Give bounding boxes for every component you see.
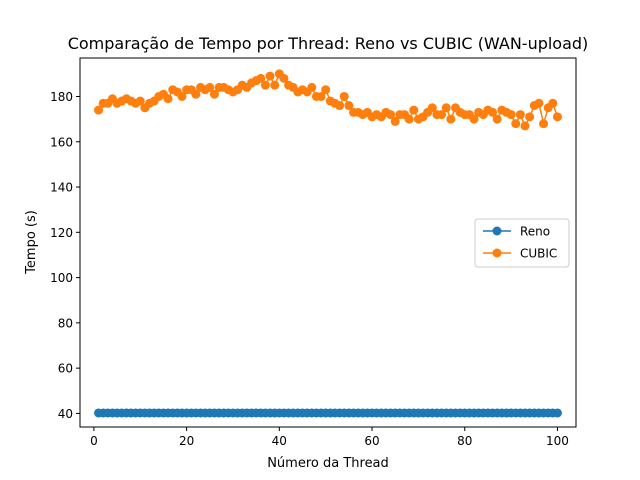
data-point-cubic: [307, 82, 317, 92]
x-axis: 0 20 40 60 80 100: [90, 427, 569, 448]
data-point-cubic: [191, 89, 201, 99]
data-point-cubic: [177, 91, 187, 101]
data-point-cubic: [256, 73, 266, 83]
data-point-cubic: [163, 94, 173, 104]
x-tick-label: 40: [272, 434, 287, 448]
data-point-cubic: [321, 85, 331, 95]
data-point-cubic: [525, 112, 535, 122]
legend: Reno CUBIC: [474, 218, 570, 268]
data-point-cubic: [539, 119, 549, 129]
y-axis: 40 60 80 100 120 140 160 180: [50, 90, 80, 421]
data-point-cubic: [552, 112, 562, 122]
data-point-cubic: [205, 82, 215, 92]
data-point-cubic: [409, 105, 419, 115]
legend-marker-cubic: [492, 248, 502, 258]
y-tick-label: 80: [58, 316, 73, 330]
data-point-cubic: [279, 73, 289, 83]
data-point-cubic: [548, 98, 558, 108]
data-point-cubic: [469, 114, 479, 124]
y-tick-label: 120: [50, 226, 73, 240]
data-point-cubic: [316, 91, 326, 101]
data-point-cubic: [404, 114, 414, 124]
data-point-cubic: [441, 103, 451, 113]
data-point-cubic: [506, 110, 516, 120]
y-tick-label: 60: [58, 362, 73, 376]
legend-marker-reno: [492, 226, 502, 236]
y-tick-label: 180: [50, 90, 73, 104]
data-point-cubic: [520, 121, 530, 131]
x-tick-label: 20: [179, 434, 194, 448]
data-point-cubic: [209, 89, 219, 99]
data-point-cubic: [511, 119, 521, 129]
data-point-cubic: [446, 114, 456, 124]
x-tick-label: 80: [457, 434, 472, 448]
axes-frame: [79, 57, 577, 428]
y-axis-label: Tempo (s): [24, 210, 39, 275]
y-tick-label: 100: [50, 271, 73, 285]
data-point-reno: [552, 408, 562, 418]
legend-label-cubic: CUBIC: [520, 247, 557, 261]
data-point-cubic: [515, 110, 525, 120]
data-point-cubic: [437, 110, 447, 120]
chart-title: Comparação de Tempo por Thread: Reno vs …: [68, 34, 589, 53]
data-point-cubic: [344, 101, 354, 111]
data-point-cubic: [265, 71, 275, 81]
plot-area: [79, 57, 577, 428]
x-axis-label: Número da Thread: [267, 456, 389, 471]
data-point-cubic: [386, 110, 396, 120]
data-point-cubic: [534, 98, 544, 108]
data-point-cubic: [492, 114, 502, 124]
data-point-cubic: [335, 101, 345, 111]
data-point-cubic: [427, 103, 437, 113]
legend-label-reno: Reno: [520, 225, 550, 239]
y-tick-label: 160: [50, 135, 73, 149]
x-tick-label: 0: [90, 434, 98, 448]
y-tick-label: 140: [50, 181, 73, 195]
data-point-cubic: [390, 116, 400, 126]
x-tick-label: 100: [546, 434, 569, 448]
x-tick-label: 60: [364, 434, 379, 448]
data-point-cubic: [270, 80, 280, 90]
data-point-cubic: [260, 80, 270, 90]
y-tick-label: 40: [58, 407, 73, 421]
data-point-cubic: [488, 107, 498, 117]
data-point-cubic: [135, 96, 145, 106]
data-point-cubic: [94, 105, 104, 115]
data-point-cubic: [339, 91, 349, 101]
